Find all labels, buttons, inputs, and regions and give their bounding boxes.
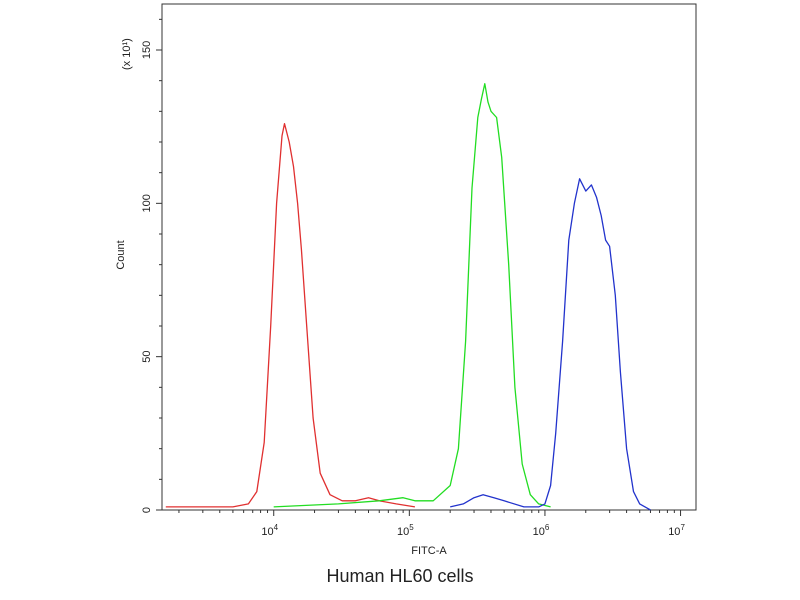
y-multiplier-label: (x 10¹) (121, 38, 133, 70)
series-group (165, 83, 651, 511)
series-line-2 (273, 83, 551, 508)
x-axis: 104 105 106 107 (178, 510, 685, 538)
y-tick-label: 100 (141, 194, 153, 212)
y-tick-label: 150 (141, 41, 153, 59)
plot-frame (161, 3, 697, 511)
y-axis: 0 50 100 150 (141, 18, 162, 513)
y-tick-label: 50 (141, 351, 153, 363)
x-axis-title: FITC-A (411, 545, 447, 557)
y-tick-label: 0 (141, 507, 153, 513)
y-axis-title: Count (115, 240, 127, 269)
series-line-1 (165, 122, 416, 508)
chart-caption: Human HL60 cells (326, 566, 474, 586)
series-line-3 (450, 178, 651, 511)
x-tick-label: 105 (397, 523, 414, 538)
x-tick-label: 106 (533, 523, 550, 538)
x-tick-label: 104 (261, 523, 278, 538)
x-tick-label: 107 (668, 523, 685, 538)
